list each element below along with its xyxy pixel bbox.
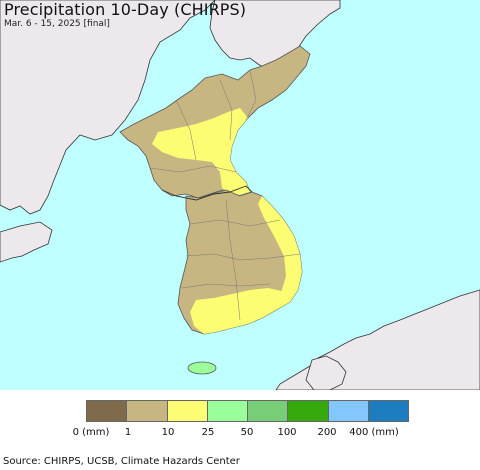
precipitation-map	[0, 0, 480, 390]
sk-yellow-south	[190, 288, 290, 334]
province-boundaries	[149, 69, 301, 321]
legend-tick-0: 0 (mm)	[72, 427, 110, 438]
legend-swatch-100-200	[287, 400, 329, 422]
nk-yellow-band	[152, 108, 250, 196]
legend-swatch-25-50	[206, 400, 248, 422]
data-source: Source: CHIRPS, UCSB, Climate Hazards Ce…	[3, 456, 240, 467]
shandong-peninsula	[0, 221, 53, 263]
legend-swatch-200-400	[327, 400, 369, 422]
legend-tick-200: 200	[317, 427, 337, 438]
legend-tick-50: 50	[240, 427, 254, 438]
legend-tick-1: 1	[124, 427, 132, 438]
legend-tick-10: 10	[161, 427, 175, 438]
map-date-range: Mar. 6 - 15, 2025 [final]	[4, 19, 110, 29]
legend-swatch-10-25	[166, 400, 208, 422]
legend-tick-400: 400 (mm)	[349, 427, 399, 438]
legend-swatch-1-10	[126, 400, 168, 422]
color-legend	[86, 400, 409, 422]
japan-island-kyushu	[305, 355, 347, 390]
legend-swatch-0-1	[86, 400, 128, 422]
legend-swatch-50-100	[247, 400, 289, 422]
dmz-border	[161, 185, 253, 201]
jeju-island	[187, 361, 217, 375]
sk-yellow-east	[258, 196, 302, 302]
map-title: Precipitation 10-Day (CHIRPS)	[4, 0, 247, 19]
legend-tick-100: 100	[277, 427, 297, 438]
legend-swatch-400-plus	[367, 400, 409, 422]
china-landmass	[0, 0, 216, 215]
legend-tick-25: 25	[201, 427, 215, 438]
